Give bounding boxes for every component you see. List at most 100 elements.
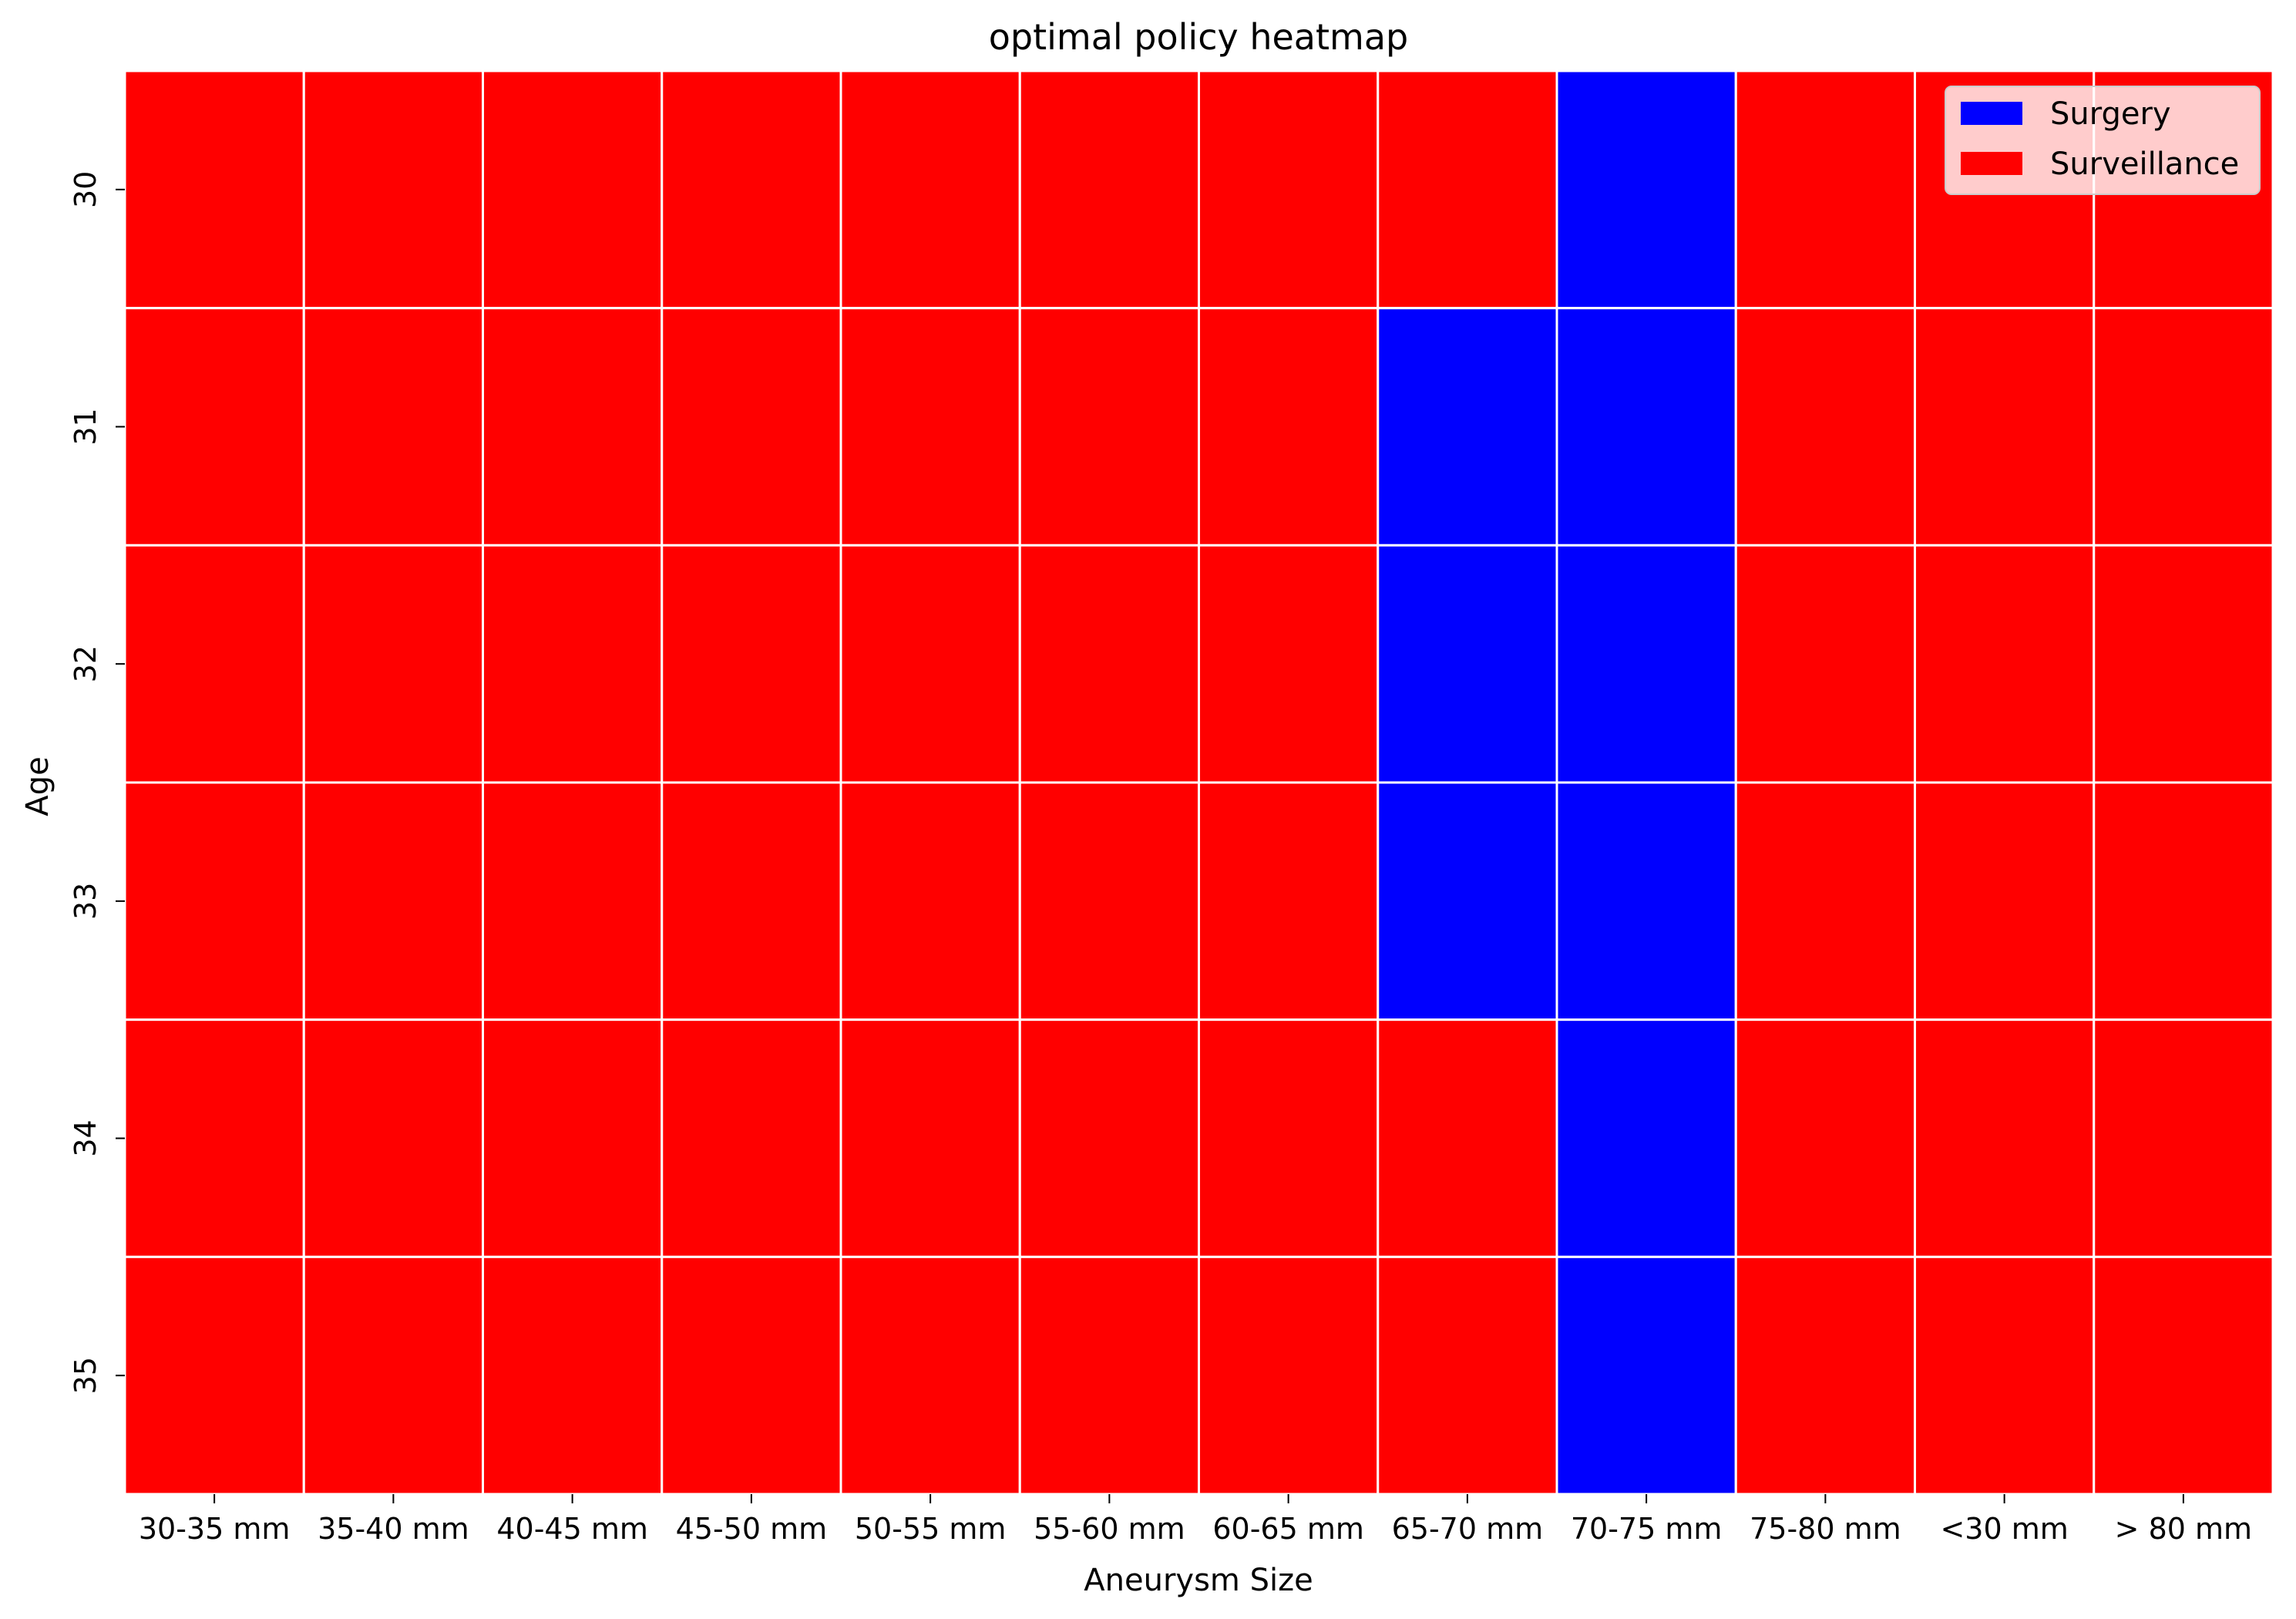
heatmap-cell — [1734, 544, 1916, 784]
heatmap-cell — [482, 1018, 664, 1258]
heatmap-cell — [661, 69, 842, 310]
legend-swatch — [1961, 102, 2022, 125]
x-tick-label: 75-80 mm — [1750, 1512, 1901, 1546]
heatmap-cell — [839, 544, 1021, 784]
legend: Surgery Surveillance — [1945, 86, 2261, 195]
heatmap-cell — [123, 307, 305, 547]
heatmap-cell — [1734, 1255, 1916, 1496]
heatmap-cell — [302, 307, 484, 547]
heatmap-cell — [839, 1255, 1021, 1496]
x-tick-label: > 80 mm — [2115, 1512, 2252, 1546]
heatmap-cell — [482, 69, 664, 310]
heatmap-cell — [482, 544, 664, 784]
y-tick-label: 31 — [69, 408, 103, 445]
heatmap-cell — [1555, 781, 1737, 1022]
heatmap-cell — [1198, 781, 1380, 1022]
heatmap-cell — [302, 1255, 484, 1496]
heatmap-cell — [482, 307, 664, 547]
heatmap-cell — [482, 781, 664, 1022]
heatmap-cell — [1555, 1018, 1737, 1258]
heatmap-cell — [123, 544, 305, 784]
x-axis-label: Aneurysm Size — [1084, 1563, 1313, 1598]
heatmap-cell — [1377, 69, 1558, 310]
heatmap-cell — [1377, 307, 1558, 547]
heatmap-cell — [1555, 307, 1737, 547]
heatmap-cell — [1914, 1018, 2096, 1258]
heatmap-cell — [661, 1018, 842, 1258]
heatmap-cell — [1377, 1018, 1558, 1258]
heatmap-cell — [2093, 307, 2274, 547]
heatmap-cell — [123, 1018, 305, 1258]
heatmap-cell — [1377, 1255, 1558, 1496]
y-tick-label: 30 — [69, 171, 103, 208]
heatmap-cell — [1914, 307, 2096, 547]
heatmap-cell — [1734, 781, 1916, 1022]
heatmap-cell — [2093, 544, 2274, 784]
heatmap-cell — [1018, 1018, 1200, 1258]
heatmap-cell — [123, 69, 305, 310]
y-tick-label: 33 — [69, 883, 103, 920]
x-tick-label: <30 mm — [1940, 1512, 2068, 1546]
y-tick-label: 32 — [69, 645, 103, 682]
heatmap-cell — [1734, 1018, 1916, 1258]
x-tick-label: 70-75 mm — [1571, 1512, 1723, 1546]
legend-swatch — [1961, 152, 2022, 175]
legend-label: Surveillance — [2050, 146, 2239, 182]
heatmap-cell — [661, 1255, 842, 1496]
heatmap-cell — [1198, 1018, 1380, 1258]
x-tick-label: 40-45 mm — [496, 1512, 648, 1546]
legend-label: Surgery — [2050, 96, 2171, 132]
heatmap-cell — [1198, 1255, 1380, 1496]
x-axis-ticks: 30-35 mm 35-40 mm 40-45 mm 45-50 mm 50-55 mm… — [139, 1494, 2252, 1546]
heatmap-cell — [839, 307, 1021, 547]
heatmap-cell — [1914, 781, 2096, 1022]
heatmap-cell — [1914, 544, 2096, 784]
heatmap-cell — [1018, 544, 1200, 784]
heatmap-cell — [302, 781, 484, 1022]
x-tick-label: 45-50 mm — [676, 1512, 828, 1546]
heatmap-cell — [1377, 544, 1558, 784]
y-axis-ticks: 30 31 32 33 34 35 — [69, 171, 125, 1394]
x-tick-label: 35-40 mm — [318, 1512, 469, 1546]
heatmap-cell — [839, 781, 1021, 1022]
heatmap-cell — [1734, 307, 1916, 547]
heatmap-cell — [1018, 781, 1200, 1022]
legend-box — [1945, 86, 2261, 195]
heatmap-cell — [2093, 1018, 2274, 1258]
heatmap-cell — [1555, 544, 1737, 784]
heatmap-cell — [661, 544, 842, 784]
heatmap-cell — [302, 1018, 484, 1258]
heatmap-cell — [2093, 781, 2274, 1022]
heatmap-cell — [1018, 69, 1200, 310]
chart-title: optimal policy heatmap — [989, 16, 1408, 58]
heatmap-cell — [1377, 781, 1558, 1022]
heatmap-cell — [1018, 307, 1200, 547]
heatmap-cell — [1198, 307, 1380, 547]
heatmap-cell — [123, 781, 305, 1022]
y-tick-label: 35 — [69, 1357, 103, 1394]
heatmap-cell — [2093, 1255, 2274, 1496]
x-tick-label: 50-55 mm — [855, 1512, 1007, 1546]
x-tick-label: 30-35 mm — [139, 1512, 291, 1546]
heatmap-cell — [839, 69, 1021, 310]
heatmap-cell — [123, 1255, 305, 1496]
x-tick-label: 55-60 mm — [1034, 1512, 1185, 1546]
heatmap-cell — [1198, 69, 1380, 310]
heatmap-cell — [839, 1018, 1021, 1258]
heatmap-cell — [302, 544, 484, 784]
x-tick-label: 60-65 mm — [1212, 1512, 1364, 1546]
y-tick-label: 34 — [69, 1119, 103, 1156]
y-axis-label: Age — [20, 756, 55, 816]
heatmap-cell — [1555, 1255, 1737, 1496]
heatmap-cell — [661, 781, 842, 1022]
heatmap-cell — [1555, 69, 1737, 310]
heatmap-cell — [661, 307, 842, 547]
heatmap-cell — [1914, 1255, 2096, 1496]
heatmap-cell — [1018, 1255, 1200, 1496]
heatmap-cell — [1734, 69, 1916, 310]
heatmap-cells — [123, 69, 2274, 1496]
heatmap-cell — [1198, 544, 1380, 784]
heatmap-cell — [482, 1255, 664, 1496]
heatmap-cell — [302, 69, 484, 310]
